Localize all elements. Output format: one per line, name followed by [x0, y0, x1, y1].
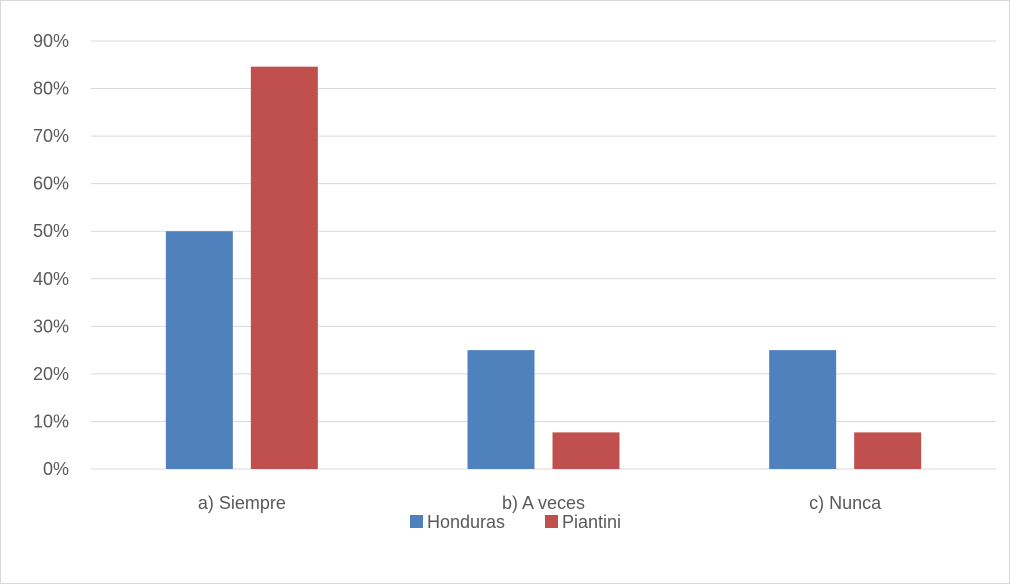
y-tick-label: 20%: [33, 364, 69, 384]
y-tick-label: 80%: [33, 79, 69, 99]
gridlines: [91, 40, 996, 470]
y-tick-label: 0%: [43, 459, 69, 479]
y-tick-label: 60%: [33, 174, 69, 194]
y-tick-label: 30%: [33, 316, 69, 336]
x-tick-label: a) Siempre: [198, 493, 286, 513]
legend-label-piantini: Piantini: [562, 512, 621, 532]
y-tick-label: 40%: [33, 269, 69, 289]
y-tick-label: 90%: [33, 31, 69, 51]
x-axis: a) Siempre b) A veces c) Nunca: [198, 493, 882, 513]
y-axis: 0% 10% 20% 30% 40% 50% 60% 70% 80% 90%: [33, 31, 69, 479]
legend-label-honduras: Honduras: [427, 512, 505, 532]
bar-piantini-3: [854, 432, 922, 469]
x-tick-label: c) Nunca: [809, 493, 882, 513]
bar-piantini-2: [552, 432, 620, 469]
y-tick-label: 50%: [33, 221, 69, 241]
x-tick-label: b) A veces: [502, 493, 585, 513]
bar-piantini-1: [250, 66, 318, 470]
bar-honduras-1: [165, 231, 233, 469]
bar-honduras-2: [467, 350, 535, 469]
legend: Honduras Piantini: [410, 512, 621, 532]
bar-honduras-3: [769, 350, 837, 469]
y-tick-label: 70%: [33, 126, 69, 146]
legend-swatch-piantini: [545, 515, 558, 528]
bars: [165, 66, 922, 470]
legend-swatch-honduras: [410, 515, 423, 528]
y-tick-label: 10%: [33, 411, 69, 431]
